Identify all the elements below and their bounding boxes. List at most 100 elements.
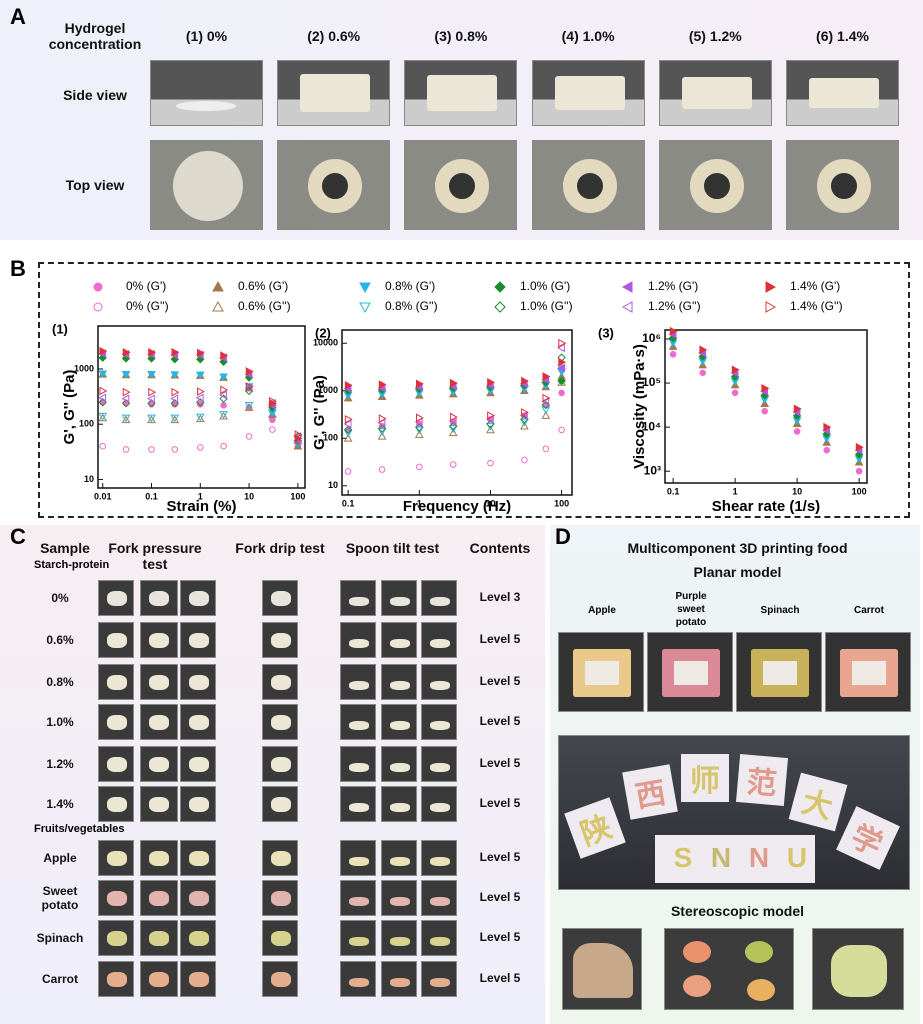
data-point (519, 411, 528, 420)
photo-subject (189, 591, 209, 606)
photo (531, 60, 645, 126)
data-point (414, 429, 424, 438)
data-point (377, 431, 387, 440)
photo (531, 140, 645, 230)
panel-label: D (555, 524, 571, 549)
row-label: Top view (65, 177, 125, 193)
data-point (122, 387, 131, 397)
photo-subject (430, 897, 450, 906)
photo-subject (662, 649, 720, 697)
y-tick-label: 10 (84, 474, 94, 484)
photo (381, 840, 417, 876)
x-axis-label: Frequency (Hz) (403, 498, 511, 515)
data-point (415, 379, 424, 389)
data-point (148, 446, 155, 453)
photo-subject (390, 639, 410, 648)
photo (262, 704, 298, 740)
data-point (793, 428, 801, 435)
x-tick-label: 1 (417, 498, 422, 508)
data-point (170, 415, 180, 424)
column-header: Sample (40, 540, 90, 556)
chart-title: (2) (315, 325, 331, 340)
photo (381, 961, 417, 997)
photo (180, 580, 216, 616)
x-tick-label: 0.1 (667, 486, 680, 496)
data-point (558, 426, 565, 434)
photo-subject (271, 757, 291, 772)
photo-subject (107, 675, 127, 690)
data-point (244, 383, 253, 393)
data-point (415, 423, 424, 432)
photo (262, 580, 298, 616)
photo (98, 746, 134, 782)
photo (381, 580, 417, 616)
y-tick-label: 10³ (644, 463, 661, 477)
data-point (823, 422, 832, 432)
x-tick-label: 10 (485, 498, 495, 508)
photo (98, 664, 134, 700)
photo-subject (149, 715, 169, 730)
photo-subject (683, 941, 711, 963)
photo (140, 664, 178, 700)
data-point (195, 393, 204, 403)
photo-subject (176, 101, 236, 111)
data-point (542, 393, 551, 403)
sample-name: 1.4% (46, 797, 74, 811)
data-point (669, 326, 678, 336)
data-point (121, 371, 131, 379)
data-point (343, 419, 352, 429)
data-point (148, 348, 157, 357)
photo-subject (189, 633, 209, 648)
photo-subject (349, 803, 369, 812)
photo-subject (349, 857, 369, 866)
content-level: Level 5 (479, 890, 521, 904)
legend-label: 0.8% (G'') (385, 299, 438, 313)
photo-subject (271, 633, 291, 648)
photo-subject (107, 591, 127, 606)
photo-subject (817, 159, 871, 213)
legend-label: 1.0% (G') (520, 279, 570, 293)
row-label: Side view (63, 87, 127, 103)
data-point (793, 404, 802, 414)
photo-subject (554, 76, 625, 110)
photo (180, 664, 216, 700)
content-level: Level 5 (479, 756, 521, 770)
letter: N (710, 842, 732, 873)
data-point (343, 425, 353, 435)
photo (381, 622, 417, 658)
photo-subject (149, 591, 169, 606)
legend-marker (765, 301, 777, 313)
data-point (521, 408, 529, 417)
photo (180, 746, 216, 782)
photo (562, 928, 642, 1010)
legend-label: 1.4% (G'') (790, 299, 843, 313)
character-tile: 师 (681, 754, 729, 802)
photo-subject (149, 797, 169, 812)
data-point (731, 365, 740, 375)
data-point (557, 363, 565, 373)
photo-subject (107, 633, 127, 648)
sample-name: Sweet potato (41, 884, 79, 912)
data-point (448, 428, 458, 437)
data-point (294, 430, 303, 439)
photo (262, 840, 298, 876)
legend-label: 1.2% (G'') (648, 299, 701, 313)
data-point (521, 376, 529, 386)
photo-subject (430, 937, 450, 946)
data-point (541, 396, 550, 406)
sample-name: 1.2% (46, 757, 74, 771)
legend-marker (93, 302, 103, 312)
y-tick-label: 100 (323, 433, 338, 443)
data-point (244, 401, 254, 410)
data-point (731, 389, 739, 397)
data-point (699, 345, 708, 355)
data-point (196, 400, 204, 408)
photo (140, 622, 178, 658)
photo-subject (149, 891, 169, 906)
y-axis-label: G', G'' (Pa) (61, 370, 78, 445)
photo (180, 920, 216, 956)
photo-subject (349, 721, 369, 730)
x-tick-label: 0.1 (342, 498, 355, 508)
y-tick-label: 10⁶ (642, 331, 661, 345)
data-point (542, 372, 551, 381)
